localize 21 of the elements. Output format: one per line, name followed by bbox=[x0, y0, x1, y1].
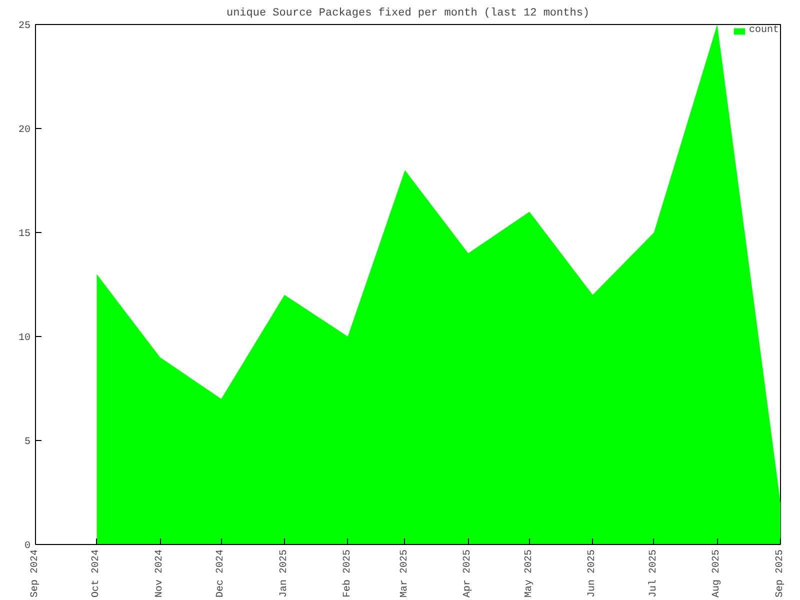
chart-title: unique Source Packages fixed per month (last 12 months) bbox=[226, 8, 590, 20]
x-tick-label: Sep 2024 bbox=[30, 549, 41, 598]
legend-label: count bbox=[748, 25, 779, 36]
x-tick-label: Dec 2024 bbox=[216, 549, 227, 598]
y-tick-label: 0 bbox=[24, 541, 31, 552]
x-tick-label: May 2025 bbox=[524, 549, 535, 598]
y-tick-label: 5 bbox=[24, 437, 31, 448]
x-tick-label: Mar 2025 bbox=[399, 549, 410, 598]
y-tick-label: 15 bbox=[18, 229, 31, 240]
x-tick-label: Feb 2025 bbox=[341, 549, 354, 598]
x-tick-label: Aug 2025 bbox=[712, 549, 723, 598]
x-tick-label: Sep 2025 bbox=[775, 549, 786, 598]
x-tick-label: Apr 2025 bbox=[462, 549, 474, 598]
x-tick-label: Jul 2025 bbox=[647, 549, 660, 598]
x-tick-label: Nov 2024 bbox=[154, 549, 166, 598]
x-tick-label: Jan 2025 bbox=[279, 549, 290, 598]
y-tick-label: 10 bbox=[18, 333, 31, 344]
x-tick-label: Oct 2024 bbox=[91, 549, 102, 598]
x-tick-label: Jun 2025 bbox=[587, 549, 598, 598]
y-tick-label: 20 bbox=[18, 125, 31, 136]
y-tick-label: 25 bbox=[18, 21, 31, 32]
